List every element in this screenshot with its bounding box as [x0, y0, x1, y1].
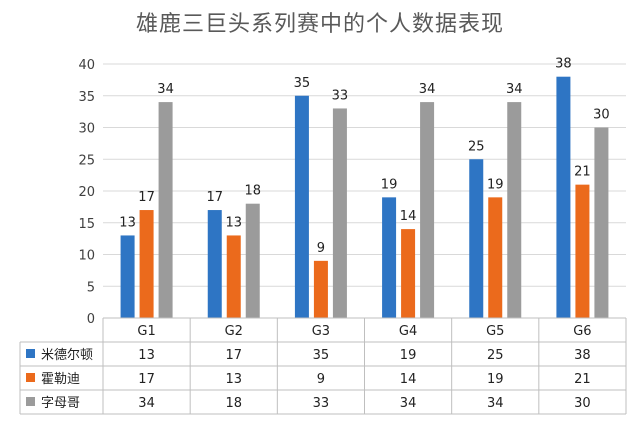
- legend-entry: 米德尔顿: [41, 348, 93, 363]
- table-cell: 17: [225, 348, 242, 363]
- y-tick-label: 5: [87, 280, 95, 295]
- grid-lines: [103, 63, 626, 319]
- data-table: G1 G2 G3 G4 G5 G6 米德尔顿 13 17 35 19 25 38 霍勒迪 17 13 9 14 19…: [19, 317, 627, 415]
- data-label: 13: [225, 215, 242, 230]
- bar: [575, 184, 590, 318]
- bar: [313, 260, 328, 318]
- data-label: 17: [206, 190, 223, 205]
- bar: [207, 210, 222, 318]
- bar: [294, 95, 309, 318]
- bar: [332, 108, 347, 318]
- chart-title: 雄鹿三巨头系列赛中的个人数据表现: [135, 12, 504, 37]
- legend-swatch: [26, 373, 35, 382]
- data-label: 25: [468, 139, 485, 154]
- table-cell: 38: [574, 348, 591, 363]
- bar: [420, 102, 435, 318]
- table-cell: 19: [400, 348, 417, 363]
- y-tick-label: 10: [78, 249, 95, 264]
- data-label: 34: [157, 82, 174, 97]
- table-cell: 34: [487, 396, 504, 411]
- table-cell: 17: [138, 372, 155, 387]
- bar: [488, 197, 503, 318]
- data-label: 9: [317, 241, 325, 256]
- bar: [556, 76, 571, 318]
- y-tick-label: 35: [78, 90, 95, 105]
- x-tick-label: G3: [312, 324, 330, 339]
- data-label: 21: [574, 165, 591, 180]
- table-cell: 35: [313, 348, 330, 363]
- legend-entry: 字母哥: [41, 396, 80, 411]
- data-label: 38: [555, 57, 572, 72]
- bar: [382, 197, 397, 318]
- bar: [507, 102, 522, 318]
- bar: [401, 229, 416, 318]
- data-label: 30: [593, 108, 610, 123]
- data-label: 18: [244, 184, 261, 199]
- table-cell: 34: [138, 396, 155, 411]
- table-cell: 18: [225, 396, 242, 411]
- table-cell: 34: [400, 396, 417, 411]
- table-cell: 13: [225, 372, 242, 387]
- table-cell: 21: [574, 372, 591, 387]
- bars: [120, 76, 609, 318]
- data-label: 33: [332, 88, 349, 103]
- x-tick-label: G6: [573, 324, 591, 339]
- bar: [139, 210, 154, 318]
- y-tick-label: 20: [78, 185, 95, 200]
- table-cell: 19: [487, 372, 504, 387]
- data-label: 34: [419, 82, 436, 97]
- data-label: 17: [138, 190, 155, 205]
- y-tick-label: 0: [87, 312, 95, 327]
- bar: [120, 235, 135, 318]
- bar: [594, 127, 609, 318]
- y-tick-label: 15: [78, 217, 95, 232]
- table-cell: 14: [400, 372, 417, 387]
- legend-entry: 霍勒迪: [41, 372, 80, 387]
- data-label: 35: [294, 76, 311, 91]
- data-label: 14: [400, 209, 417, 224]
- bar: [226, 235, 241, 318]
- table-cell: 33: [313, 396, 330, 411]
- x-tick-label: G1: [137, 324, 155, 339]
- table-cell: 30: [574, 396, 591, 411]
- bar: [469, 159, 484, 318]
- y-tick-label: 25: [78, 153, 95, 168]
- y-axis: 0 5 10 15 20 25 30 35 40: [78, 58, 95, 327]
- table-cell: 25: [487, 348, 504, 363]
- y-tick-label: 30: [78, 122, 95, 137]
- legend-swatch: [26, 349, 35, 358]
- bar: [158, 102, 173, 318]
- data-label: 19: [381, 177, 398, 192]
- data-label: 34: [506, 82, 523, 97]
- x-tick-label: G2: [225, 324, 243, 339]
- data-label: 19: [487, 177, 504, 192]
- y-tick-label: 40: [78, 58, 95, 73]
- table-cell: 9: [317, 372, 325, 387]
- bar: [245, 203, 260, 318]
- x-tick-label: G5: [486, 324, 504, 339]
- x-tick-label: G4: [399, 324, 417, 339]
- data-label: 13: [119, 215, 136, 230]
- table-cell: 13: [138, 348, 155, 363]
- legend-swatch: [26, 397, 35, 406]
